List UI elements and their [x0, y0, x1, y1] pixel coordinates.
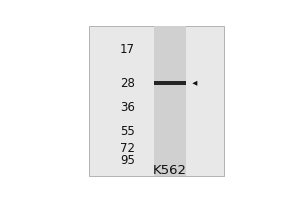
Bar: [154, 26, 186, 176]
Bar: [89, 26, 224, 176]
Text: 55: 55: [120, 125, 135, 138]
Bar: [154, 81, 186, 85]
Text: 95: 95: [120, 154, 135, 167]
Text: 36: 36: [120, 101, 135, 114]
Text: 72: 72: [120, 142, 135, 155]
Text: 17: 17: [120, 43, 135, 56]
Text: 28: 28: [120, 77, 135, 90]
Text: K562: K562: [153, 164, 187, 177]
